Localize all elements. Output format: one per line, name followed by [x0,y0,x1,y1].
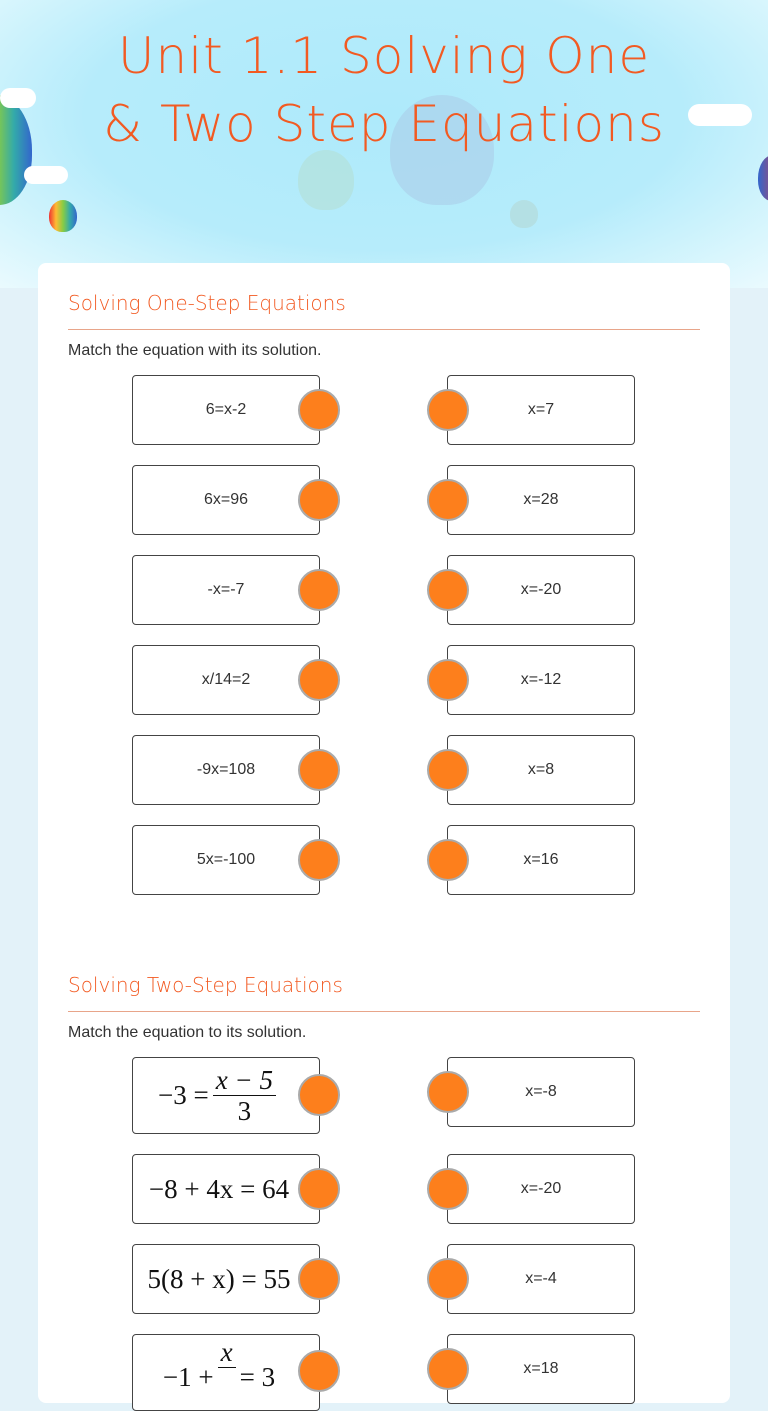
option-label: x=18 [523,1360,559,1377]
option-label: x/14=2 [201,671,251,688]
balloon-image [0,95,32,205]
option-label: x=-4 [525,1270,557,1287]
section-divider [68,329,700,330]
equation-math: −8 + 4x = 64 [148,1173,290,1204]
match-handle-right[interactable] [427,1258,469,1300]
fraction: x [217,1337,236,1398]
option-label: x=-20 [520,581,562,598]
match-handle-left[interactable] [298,1258,340,1300]
option-label: -x=-7 [207,581,245,598]
equation-math: −1 + x = 3 [163,1337,289,1398]
equation-card[interactable]: 5x=-100 [132,825,320,895]
solution-card[interactable]: x=16 [447,825,635,895]
section-title: Solving One-Step Equations [68,291,346,315]
solution-card[interactable]: x=28 [447,465,635,535]
numerator: x [217,1337,236,1368]
solution-card[interactable]: x=-20 [447,1154,635,1224]
equation-lhs: −1 + [162,1362,214,1392]
equation-card[interactable]: x/14=2 [132,645,320,715]
instructions: Match the equation with its solution. [68,342,322,359]
match-handle-left[interactable] [298,749,340,791]
header-banner: Unit 1.1 Solving One & Two Step Equation… [0,0,768,288]
match-handle-left[interactable] [298,479,340,521]
option-label: x=7 [527,401,555,418]
solution-card[interactable]: x=-12 [447,645,635,715]
cloud-image [0,88,36,108]
option-label: x=8 [527,761,555,778]
instructions: Match the equation to its solution. [68,1024,307,1041]
option-label: 6x=96 [203,491,249,508]
match-handle-left[interactable] [298,1074,340,1116]
equation-card[interactable]: -9x=108 [132,735,320,805]
cloud-image [688,104,752,126]
solution-card[interactable]: x=18 [447,1334,635,1404]
solution-card[interactable]: x=-4 [447,1244,635,1314]
balloon-image [298,150,354,210]
match-handle-right[interactable] [427,389,469,431]
match-handle-left[interactable] [298,659,340,701]
page-title: Unit 1.1 Solving One & Two Step Equation… [103,27,665,153]
equation-rhs: = 3 [239,1362,276,1392]
match-handle-right[interactable] [427,569,469,611]
balloon-image [49,200,77,232]
equation-card[interactable]: 6=x-2 [132,375,320,445]
option-label: x=-12 [520,671,562,688]
equation-lhs: −3 = [158,1080,209,1110]
option-label: x=-8 [525,1083,557,1100]
solution-card[interactable]: x=8 [447,735,635,805]
match-handle-left[interactable] [298,569,340,611]
section-title: Solving Two-Step Equations [68,973,343,997]
solution-card[interactable]: x=-8 [447,1057,635,1127]
balloon-image [390,95,494,205]
match-handle-right[interactable] [427,1071,469,1113]
match-handle-right[interactable] [427,1348,469,1390]
option-label: x=16 [523,851,559,868]
option-label: 6=x-2 [205,401,247,418]
section-divider [68,1011,700,1012]
option-label: x=28 [523,491,559,508]
equation-card[interactable]: -x=-7 [132,555,320,625]
denominator: 3 [237,1096,252,1126]
equation-math: 5(8 + x) = 55 [147,1263,291,1294]
match-handle-left[interactable] [298,1168,340,1210]
equation-card[interactable]: −8 + 4x = 64 [132,1154,320,1224]
option-label: x=-20 [520,1180,562,1197]
match-handle-right[interactable] [427,479,469,521]
balloon-image [758,155,768,201]
solution-card[interactable]: x=-20 [447,555,635,625]
match-handle-right[interactable] [427,659,469,701]
cloud-image [24,166,68,184]
match-handle-right[interactable] [427,1168,469,1210]
option-label: 5x=-100 [196,851,256,868]
match-handle-left[interactable] [298,839,340,881]
numerator: x − 5 [212,1065,276,1096]
solution-card[interactable]: x=7 [447,375,635,445]
match-handle-left[interactable] [298,1350,340,1392]
equation-card[interactable]: 5(8 + x) = 55 [132,1244,320,1314]
balloon-image [510,200,538,228]
equation-card[interactable]: −1 + x = 3 [132,1334,320,1411]
match-handle-left[interactable] [298,389,340,431]
match-handle-right[interactable] [427,749,469,791]
option-label: -9x=108 [196,761,256,778]
equation-card[interactable]: 6x=96 [132,465,320,535]
match-handle-right[interactable] [427,839,469,881]
